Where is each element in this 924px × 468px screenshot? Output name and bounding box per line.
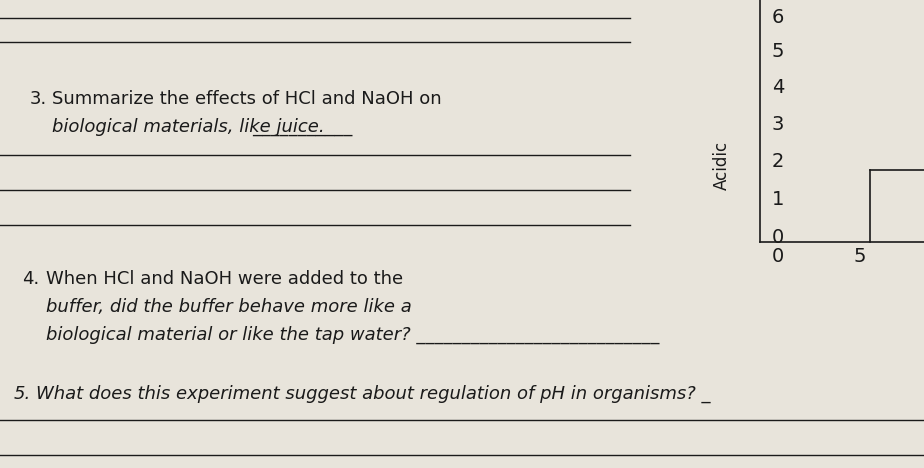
Text: 1: 1 xyxy=(772,190,784,209)
Text: biological material or like the tap water? ___________________________: biological material or like the tap wate… xyxy=(46,326,660,344)
Text: 6: 6 xyxy=(772,8,784,27)
Text: 3: 3 xyxy=(772,115,784,134)
Text: What does this experiment suggest about regulation of pH in organisms? _: What does this experiment suggest about … xyxy=(36,385,711,403)
Text: buffer, did the buffer behave more like a: buffer, did the buffer behave more like … xyxy=(46,298,412,316)
Text: 3.: 3. xyxy=(30,90,47,108)
Text: ___________: ___________ xyxy=(252,118,352,136)
Text: 5.: 5. xyxy=(14,385,31,403)
Text: 4.: 4. xyxy=(22,270,39,288)
Text: 5: 5 xyxy=(772,42,784,61)
Text: When HCl and NaOH were added to the: When HCl and NaOH were added to the xyxy=(46,270,403,288)
Text: 2: 2 xyxy=(772,152,784,171)
Text: 4: 4 xyxy=(772,78,784,97)
Text: biological materials, like juice.: biological materials, like juice. xyxy=(52,118,331,136)
Text: Summarize the effects of HCl and NaOH on: Summarize the effects of HCl and NaOH on xyxy=(52,90,442,108)
Text: 5: 5 xyxy=(854,247,867,266)
Text: Acidic: Acidic xyxy=(713,140,731,190)
Text: 0: 0 xyxy=(772,228,784,247)
Text: 0: 0 xyxy=(772,247,784,266)
